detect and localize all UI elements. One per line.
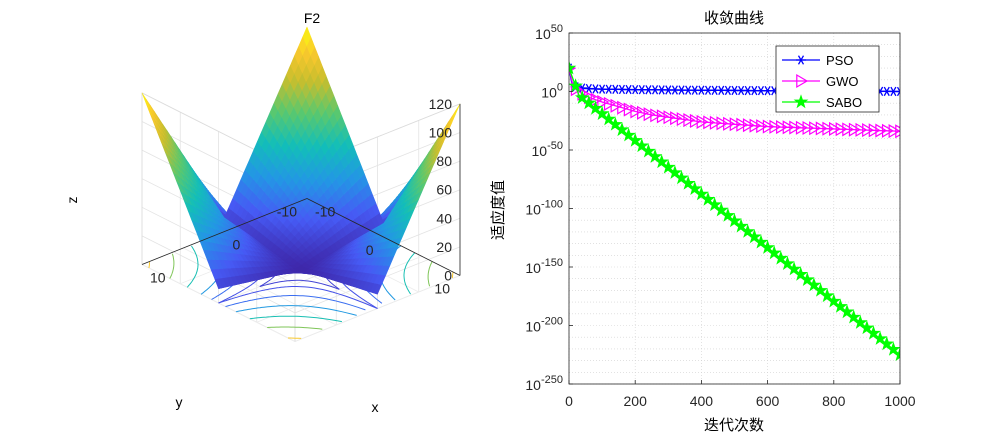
- x-tick-label: 0: [565, 393, 573, 409]
- legend-label-pso: PSO: [826, 53, 853, 68]
- y-tick-label: 10-250: [525, 374, 563, 393]
- legend-label-gwo: GWO: [826, 74, 859, 89]
- surface-title: F2: [304, 10, 321, 26]
- contour-line: [428, 262, 432, 287]
- convergence-plot: 0 200 400 600 800 1000 1050 100 10-50 10-100 10-15…: [489, 9, 916, 434]
- convergence-title: 收敛曲线: [704, 9, 764, 27]
- z-tick-label: 60: [436, 182, 452, 198]
- y-tick-label: 10-150: [525, 257, 563, 276]
- convergence-y-label: 适应度值: [489, 180, 507, 240]
- y-tick-label: 10-200: [525, 316, 563, 335]
- contour-line: [404, 253, 415, 294]
- x-tick-label: 800: [822, 393, 846, 409]
- surface-mesh: [142, 27, 460, 294]
- z-tick-label: 80: [436, 153, 452, 169]
- z-tick-label: 20: [436, 239, 452, 255]
- y-tick-label: 10-100: [525, 199, 563, 218]
- y-tick-label: 0: [366, 242, 374, 258]
- x-tick-label: 0: [233, 237, 241, 253]
- x-tick-label: 10: [150, 270, 166, 286]
- contour-line: [453, 272, 454, 278]
- surface-z-label: z: [64, 197, 80, 204]
- x-tick-label: 200: [624, 393, 648, 409]
- z-tick-label: 120: [429, 96, 453, 112]
- z-tick-label: 40: [436, 210, 452, 226]
- contour-line: [226, 296, 366, 310]
- y-tick-label: 1050: [535, 23, 563, 42]
- x-tick-label: 1000: [884, 393, 915, 409]
- surface-y-label: y: [176, 394, 183, 410]
- x-tick-label: 600: [756, 393, 780, 409]
- y-tick-label: 10-50: [532, 140, 563, 159]
- surface-x-label: x: [372, 399, 379, 415]
- contour-line: [187, 246, 198, 287]
- y-tick-label: 10: [434, 281, 450, 297]
- legend: PSO GWO SABO: [776, 46, 879, 112]
- contour-line: [170, 254, 174, 279]
- contour-line: [149, 262, 150, 268]
- y-tick-label: 100: [541, 82, 563, 101]
- y-tick-label: -10: [277, 204, 297, 220]
- x-tick-label: -10: [315, 204, 335, 220]
- x-tick-label: 400: [690, 393, 714, 409]
- convergence-x-label: 迭代次数: [704, 416, 764, 434]
- legend-label-sabo: SABO: [826, 95, 862, 110]
- z-tick-label: 100: [429, 125, 453, 141]
- contour-line: [236, 306, 357, 316]
